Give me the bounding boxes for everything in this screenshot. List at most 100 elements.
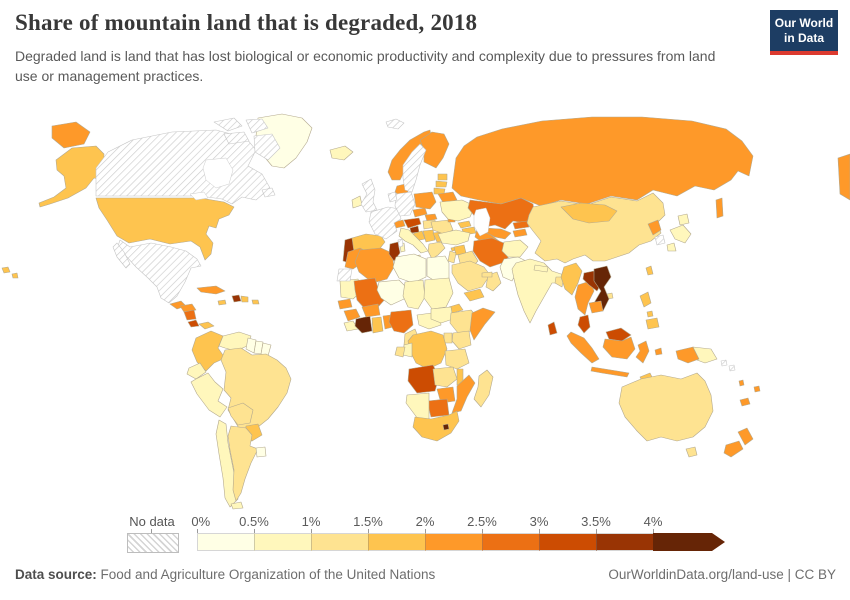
country-russia[interactable]: [837, 153, 850, 201]
country-estonia[interactable]: [437, 173, 448, 181]
country-philippines[interactable]: [646, 310, 654, 318]
country-indonesia[interactable]: [602, 336, 636, 360]
legend-bin-2-2-5[interactable]: [425, 533, 482, 551]
country-democratic-republic-of-congo[interactable]: [407, 330, 448, 370]
country-czechia[interactable]: [412, 207, 428, 218]
country-saudi-arabia[interactable]: [451, 260, 491, 292]
country-italy[interactable]: [398, 227, 429, 254]
country-canada[interactable]: [95, 129, 271, 205]
country-united-states[interactable]: [1, 266, 11, 274]
country-chile[interactable]: [215, 419, 239, 508]
country-fiji[interactable]: [753, 385, 761, 393]
country-russia[interactable]: [715, 197, 724, 219]
no-data-swatch[interactable]: [127, 533, 179, 553]
owid-citation-link[interactable]: OurWorldinData.org/land-use | CC BY: [608, 567, 836, 582]
country-nigeria[interactable]: [388, 309, 414, 334]
country-united-states[interactable]: [11, 272, 19, 279]
country-new-zealand[interactable]: [723, 440, 744, 458]
country-kenya[interactable]: [451, 330, 472, 350]
country-japan[interactable]: [669, 224, 692, 244]
country-australia[interactable]: [685, 446, 698, 458]
country-france[interactable]: [397, 238, 404, 248]
country-united-states[interactable]: [38, 145, 105, 208]
country-georgia[interactable]: [457, 220, 472, 229]
country-canada[interactable]: [261, 187, 276, 198]
country-solomon-islands[interactable]: [720, 359, 728, 367]
country-myanmar[interactable]: [560, 262, 583, 296]
country-ghana[interactable]: [371, 316, 384, 334]
country-vanuatu[interactable]: [738, 379, 745, 387]
country-canada[interactable]: [223, 131, 250, 145]
country-mongolia[interactable]: [560, 202, 618, 224]
country-somalia[interactable]: [469, 307, 496, 341]
country-taiwan[interactable]: [645, 265, 654, 276]
country-bolivia[interactable]: [227, 402, 254, 426]
country-niger[interactable]: [376, 279, 407, 306]
country-russia[interactable]: [451, 116, 754, 207]
country-new-caledonia[interactable]: [739, 397, 751, 407]
country-united-arab-emirates[interactable]: [481, 271, 493, 278]
country-solomon-islands[interactable]: [728, 364, 736, 372]
country-honduras[interactable]: [179, 303, 197, 313]
country-puerto-rico[interactable]: [251, 299, 260, 305]
legend-bin-3-5-4[interactable]: [596, 533, 653, 551]
country-angola[interactable]: [407, 364, 440, 394]
legend-bin-0-5-1[interactable]: [254, 533, 311, 551]
country-south-sudan[interactable]: [430, 306, 454, 324]
country-uganda[interactable]: [443, 332, 453, 344]
country-indonesia[interactable]: [566, 331, 600, 364]
country-nepal[interactable]: [533, 264, 549, 273]
country-madagascar[interactable]: [473, 369, 494, 408]
country-peru[interactable]: [190, 372, 228, 418]
country-nicaragua[interactable]: [183, 309, 197, 321]
country-algeria[interactable]: [354, 247, 395, 284]
country-poland[interactable]: [413, 191, 437, 210]
legend-bin-3-3-5[interactable]: [539, 533, 596, 551]
country-afghanistan[interactable]: [501, 239, 529, 258]
country-zimbabwe[interactable]: [436, 386, 456, 404]
country-haiti[interactable]: [231, 294, 242, 303]
country-cambodia[interactable]: [588, 300, 604, 314]
country-dominican-republic[interactable]: [240, 295, 249, 303]
country-indonesia[interactable]: [635, 340, 650, 364]
country-libya[interactable]: [392, 253, 427, 284]
country-cuba[interactable]: [196, 285, 226, 295]
country-germany[interactable]: [394, 191, 416, 217]
country-india[interactable]: [511, 258, 565, 324]
country-botswana[interactable]: [426, 398, 450, 418]
country-malaysia[interactable]: [605, 327, 632, 342]
country-indonesia[interactable]: [590, 366, 630, 378]
country-south-korea[interactable]: [654, 234, 666, 246]
country-jamaica[interactable]: [217, 299, 227, 306]
country-cote-d-ivoire[interactable]: [354, 315, 373, 334]
country-ukraine[interactable]: [439, 199, 476, 222]
country-russia[interactable]: [51, 121, 91, 149]
country-chile[interactable]: [230, 501, 244, 510]
country-china[interactable]: [526, 192, 666, 264]
country-colombia[interactable]: [191, 330, 226, 372]
legend-bin-2-5-3[interactable]: [482, 533, 539, 551]
country-costa-rica[interactable]: [187, 319, 200, 328]
legend-bin-1-1-5[interactable]: [311, 533, 368, 551]
country-ireland[interactable]: [351, 195, 363, 209]
country-lesotho[interactable]: [442, 423, 450, 431]
country-netherlands[interactable]: [387, 191, 398, 203]
country-canada[interactable]: [253, 133, 281, 161]
country-serbia[interactable]: [422, 229, 436, 243]
country-panama[interactable]: [198, 321, 215, 330]
country-yemen[interactable]: [463, 288, 485, 302]
country-australia[interactable]: [618, 372, 714, 442]
country-mozambique[interactable]: [451, 374, 476, 414]
country-svalbard[interactable]: [385, 118, 405, 130]
country-austria[interactable]: [403, 217, 422, 229]
country-philippines[interactable]: [645, 317, 660, 330]
country-slovakia[interactable]: [424, 213, 438, 222]
country-japan[interactable]: [666, 242, 677, 252]
country-sweden[interactable]: [402, 143, 427, 193]
legend-bin-4[interactable]: [653, 533, 725, 551]
country-new-zealand[interactable]: [737, 427, 754, 446]
legend-bin-0-0-5[interactable]: [197, 533, 254, 551]
country-papua-new-guinea[interactable]: [692, 346, 718, 364]
country-vietnam[interactable]: [593, 265, 612, 312]
country-sri-lanka[interactable]: [547, 321, 558, 336]
